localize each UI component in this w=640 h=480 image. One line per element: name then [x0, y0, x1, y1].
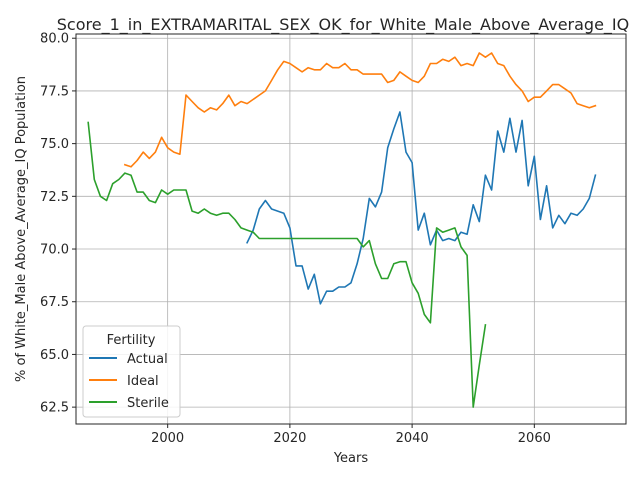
- legend-entry-ideal: Ideal: [127, 374, 159, 389]
- legend-box: [82, 325, 181, 418]
- x-tick-label: 2020: [273, 431, 306, 446]
- legend-entry-actual: Actual: [127, 352, 168, 367]
- x-tick-label: 2060: [518, 431, 551, 446]
- x-tick-label: 2000: [151, 431, 184, 446]
- y-axis-label: % of White_Male Above_Average_IQ Populat…: [14, 76, 29, 382]
- y-tick-label: 62.5: [40, 401, 69, 416]
- axis-ticks: 2000 2020 2040 2060 62.5 65.0 67.5 70.0 72.5 75.0…: [40, 32, 551, 446]
- y-tick-label: 77.5: [40, 84, 69, 99]
- legend: Fertility Actual Ideal Sterile: [82, 325, 181, 418]
- y-tick-label: 80.0: [40, 32, 69, 47]
- y-tick-label: 75.0: [40, 137, 69, 152]
- series-line-actual: [246, 111, 597, 305]
- y-tick-label: 65.0: [40, 348, 69, 363]
- series-line-ideal: [123, 52, 597, 168]
- x-axis-label: Years: [333, 451, 369, 466]
- x-tick-label: 2040: [396, 431, 429, 446]
- series-line-sterile: [87, 121, 487, 408]
- y-tick-label: 70.0: [40, 243, 69, 258]
- plot-frame: [75, 33, 627, 425]
- legend-title: Fertility: [107, 333, 156, 348]
- legend-entry-sterile: Sterile: [127, 396, 169, 411]
- y-tick-label: 67.5: [40, 295, 69, 310]
- y-tick-label: 72.5: [40, 190, 69, 205]
- chart-title: Score_1_in_EXTRAMARITAL_SEX_OK_for_White…: [57, 15, 629, 35]
- series-lines: [87, 52, 597, 408]
